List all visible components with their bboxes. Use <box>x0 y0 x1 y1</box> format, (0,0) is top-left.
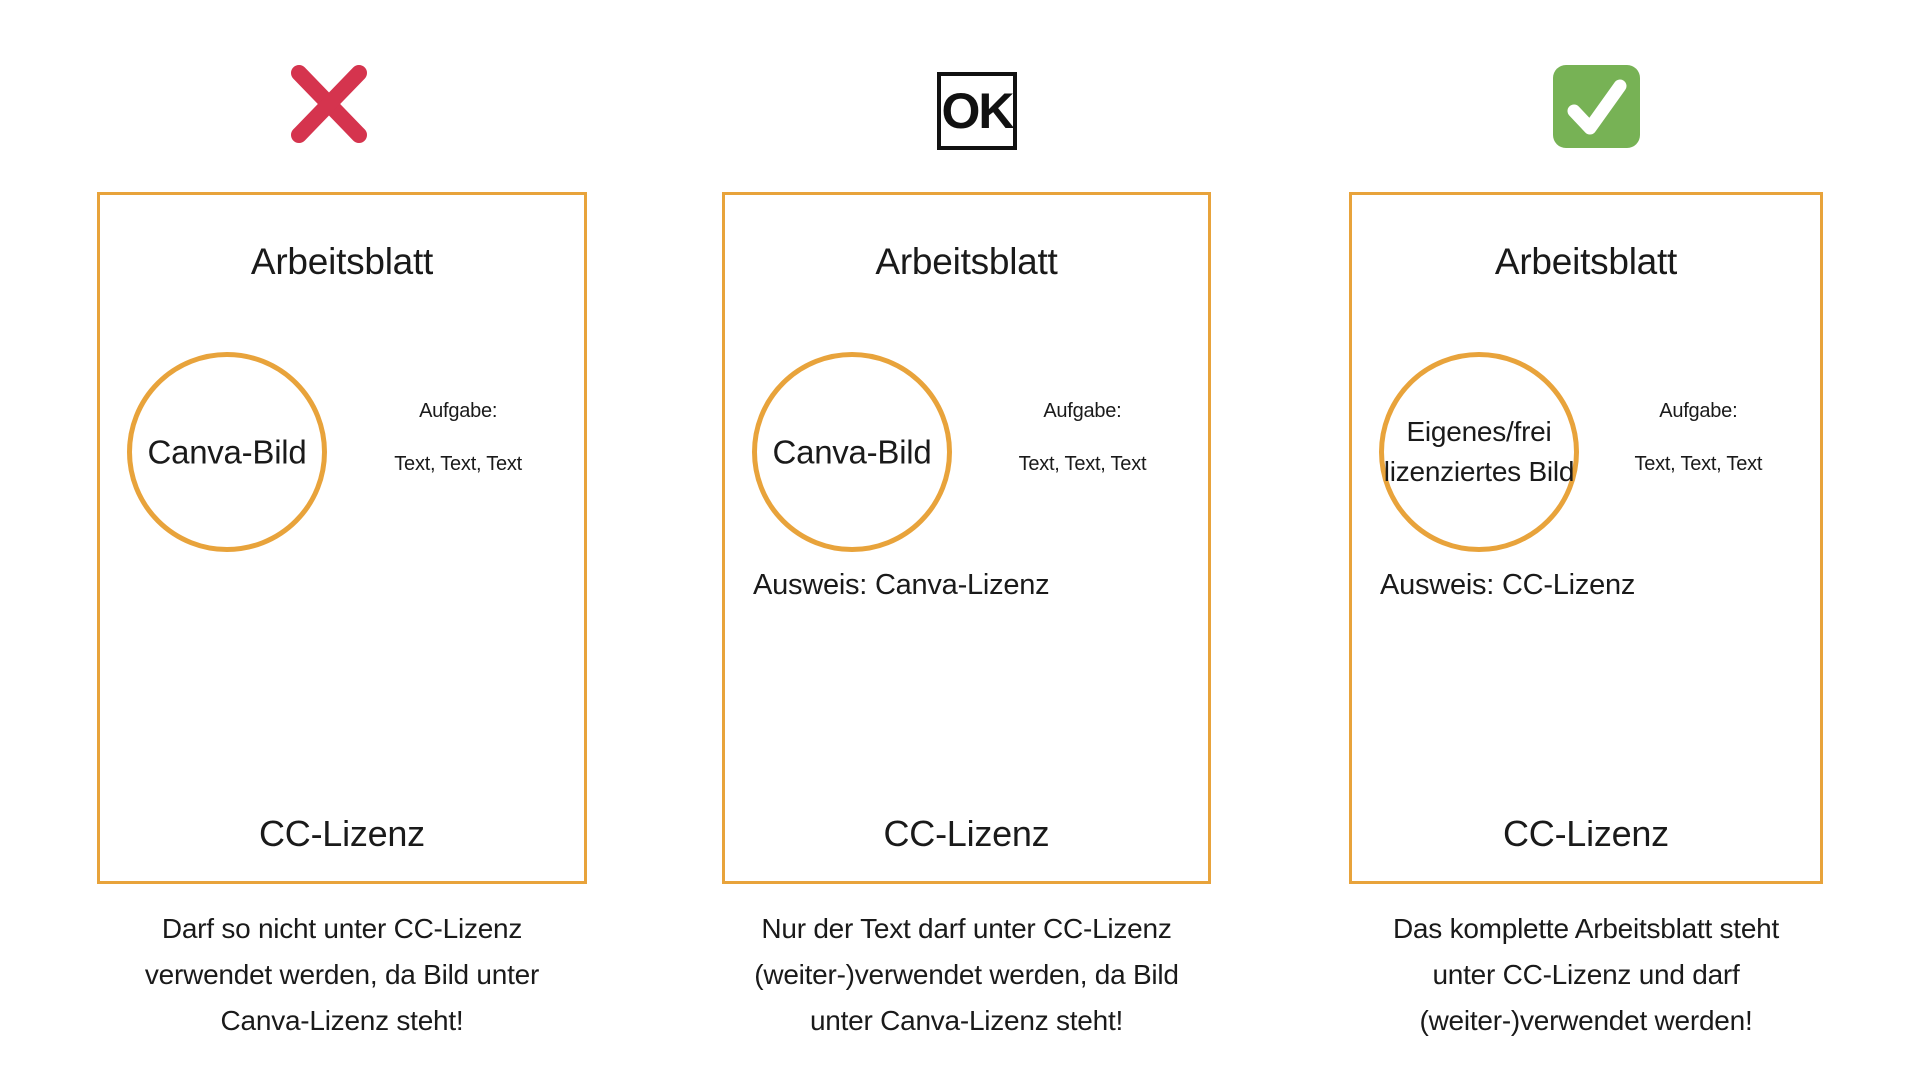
task-heading: Aufgabe: <box>1043 400 1122 422</box>
task-heading: Aufgabe: <box>419 400 498 422</box>
panel-caption-partially-ok: Nur der Text darf unter CC-Lizenz (weite… <box>754 913 1179 1036</box>
image-placeholder-circle: Canva-Bild <box>752 352 952 552</box>
task-text: Text, Text, Text <box>1634 453 1763 475</box>
check-mark-icon <box>1553 65 1640 148</box>
image-placeholder-label: Eigenes/frei lizenziertes Bild <box>1383 416 1575 487</box>
license-note: Ausweis: Canva-Lizenz <box>753 569 1050 601</box>
worksheet-title: Arbeitsblatt <box>250 241 434 282</box>
worksheet-title: Arbeitsblatt <box>875 241 1058 282</box>
license-note: Ausweis: CC-Lizenz <box>1380 569 1636 601</box>
worksheet-card-not-allowed: Arbeitsblatt Canva-Bild Aufgabe: Text, T… <box>97 192 587 884</box>
panel-caption-allowed: Das komplette Arbeitsblatt steht unter C… <box>1392 913 1780 1036</box>
cross-mark-icon <box>288 60 370 148</box>
ok-badge-icon: OK <box>937 72 1017 150</box>
worksheet-card-partially-ok: Arbeitsblatt Canva-Bild Aufgabe: Text, T… <box>722 192 1211 884</box>
worksheet-license-footer: CC-Lizenz <box>883 813 1050 854</box>
task-heading: Aufgabe: <box>1659 400 1738 422</box>
image-placeholder-label: Canva-Bild <box>147 433 307 471</box>
image-placeholder-circle: Canva-Bild <box>127 352 327 552</box>
worksheet-card-allowed: Arbeitsblatt Eigenes/frei lizenziertes B… <box>1349 192 1823 884</box>
task-text: Text, Text, Text <box>394 453 522 475</box>
image-placeholder-circle: Eigenes/frei lizenziertes Bild <box>1379 352 1579 552</box>
panel-caption-not-allowed: Darf so nicht unter CC-Lizenz verwendet … <box>144 913 540 1036</box>
worksheet-title: Arbeitsblatt <box>1494 241 1678 282</box>
task-text: Text, Text, Text <box>1018 453 1147 475</box>
worksheet-license-footer: CC-Lizenz <box>1503 813 1669 854</box>
worksheet-license-footer: CC-Lizenz <box>259 813 425 854</box>
image-placeholder-label: Canva-Bild <box>772 433 932 471</box>
ok-badge-label: OK <box>941 83 1015 139</box>
